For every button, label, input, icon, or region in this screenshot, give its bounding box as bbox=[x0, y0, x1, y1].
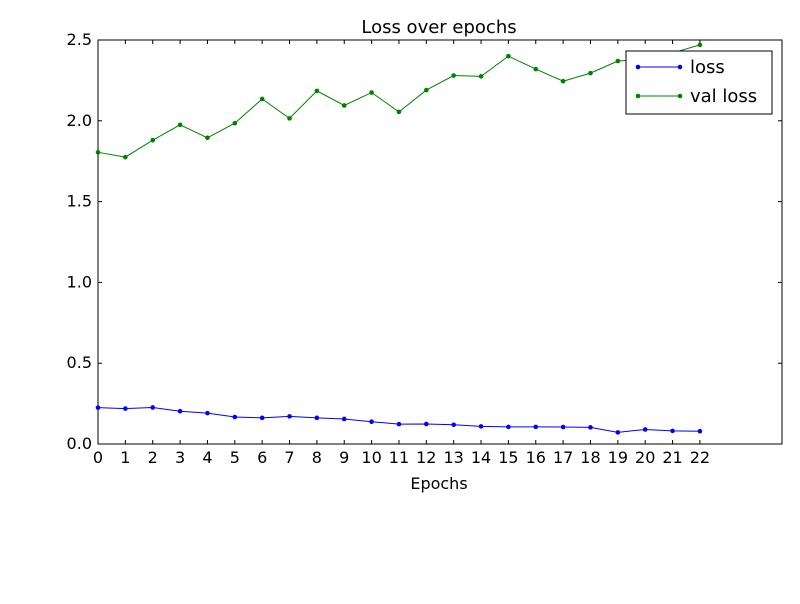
x-tick-label: 4 bbox=[202, 448, 212, 467]
data-point-loss bbox=[177, 408, 183, 414]
data-point-loss bbox=[287, 414, 292, 419]
data-point-loss bbox=[615, 430, 621, 435]
x-tick-label: 1 bbox=[120, 448, 130, 467]
series-line-loss bbox=[97, 406, 700, 433]
series-line-val-loss bbox=[97, 44, 701, 158]
data-point-loss bbox=[424, 421, 429, 427]
data-point-loss bbox=[396, 421, 402, 427]
data-point-loss bbox=[560, 424, 566, 430]
x-tick-label: 18 bbox=[580, 448, 600, 467]
legend-marker-val-loss bbox=[635, 93, 641, 99]
data-point-loss bbox=[451, 422, 456, 428]
data-point-val-loss bbox=[314, 88, 320, 94]
y-tick-label: 2.0 bbox=[67, 111, 92, 130]
data-point-val-loss bbox=[232, 120, 238, 126]
y-tick-label: 1.0 bbox=[67, 272, 92, 291]
legend-label-loss: loss bbox=[690, 57, 725, 78]
data-point-loss bbox=[259, 415, 265, 421]
axes-frame bbox=[97, 39, 783, 445]
y-tick-label: 0.5 bbox=[67, 353, 92, 372]
x-tick-label: 19 bbox=[608, 448, 628, 467]
x-tick-label: 10 bbox=[361, 448, 381, 467]
data-point-loss bbox=[150, 405, 156, 410]
data-point-val-loss bbox=[369, 90, 374, 95]
legend-marker-loss bbox=[677, 64, 683, 70]
x-tick-label: 3 bbox=[175, 448, 185, 467]
x-tick-label: 12 bbox=[416, 448, 436, 467]
data-point-val-loss bbox=[259, 96, 265, 102]
data-point-loss bbox=[506, 424, 511, 430]
legend-label-val-loss: val loss bbox=[690, 86, 757, 107]
data-point-loss bbox=[533, 424, 539, 430]
x-tick-label: 5 bbox=[230, 448, 240, 467]
x-tick-label: 7 bbox=[284, 448, 294, 467]
y-tick-label: 1.5 bbox=[67, 192, 92, 211]
data-point-val-loss bbox=[451, 73, 456, 78]
x-tick-label: 9 bbox=[339, 448, 349, 467]
x-tick-label: 13 bbox=[444, 448, 464, 467]
data-point-val-loss bbox=[341, 103, 347, 108]
data-point-val-loss bbox=[697, 42, 703, 48]
data-point-val-loss bbox=[560, 78, 566, 84]
data-point-val-loss bbox=[123, 154, 128, 160]
x-tick-label: 6 bbox=[257, 448, 267, 467]
legend-box bbox=[625, 50, 773, 115]
data-point-loss bbox=[588, 425, 593, 430]
data-point-val-loss bbox=[287, 116, 292, 121]
data-point-val-loss bbox=[478, 74, 484, 79]
x-tick-label: 0 bbox=[93, 448, 103, 467]
data-point-loss bbox=[314, 415, 320, 421]
data-point-val-loss bbox=[205, 135, 210, 141]
x-tick-label: 20 bbox=[635, 448, 655, 467]
data-point-val-loss bbox=[177, 122, 183, 128]
x-tick-label: 17 bbox=[553, 448, 573, 467]
y-tick-label: 0.0 bbox=[67, 434, 92, 453]
data-point-loss bbox=[205, 410, 210, 416]
data-point-loss bbox=[670, 428, 675, 434]
x-tick-label: 11 bbox=[389, 448, 409, 467]
data-point-loss bbox=[697, 428, 703, 434]
data-point-loss bbox=[95, 405, 101, 410]
x-axis-label: Epochs bbox=[410, 474, 467, 493]
x-tick-label: 8 bbox=[312, 448, 322, 467]
data-point-loss bbox=[642, 427, 648, 432]
x-tick-label: 21 bbox=[662, 448, 682, 467]
data-point-val-loss bbox=[150, 137, 156, 143]
data-point-loss bbox=[123, 406, 128, 411]
plot-area: 0 1 2 3 4 5 6 7 8 9 10 11 12 13 14 15 16 17 18 19 20 21 220.00… bbox=[67, 30, 783, 467]
x-tick-label: 15 bbox=[498, 448, 518, 467]
data-point-val-loss bbox=[533, 66, 539, 72]
data-point-loss bbox=[369, 419, 374, 424]
data-point-loss bbox=[341, 416, 347, 422]
data-point-val-loss bbox=[95, 150, 101, 155]
data-point-val-loss bbox=[615, 58, 621, 64]
data-point-val-loss bbox=[396, 109, 402, 115]
data-point-val-loss bbox=[506, 53, 511, 59]
x-tick-label: 2 bbox=[148, 448, 158, 467]
x-tick-label: 14 bbox=[471, 448, 491, 467]
data-point-val-loss bbox=[424, 87, 429, 93]
x-tick-label: 22 bbox=[690, 448, 710, 467]
legend-marker-loss bbox=[635, 64, 641, 70]
data-point-loss bbox=[478, 424, 484, 429]
legend-marker-val-loss bbox=[677, 93, 683, 99]
data-point-val-loss bbox=[588, 70, 593, 76]
x-tick-label: 16 bbox=[526, 448, 546, 467]
data-point-loss bbox=[232, 414, 238, 420]
y-tick-label: 2.5 bbox=[67, 30, 92, 49]
chart-title: Loss over epochs bbox=[361, 17, 516, 38]
